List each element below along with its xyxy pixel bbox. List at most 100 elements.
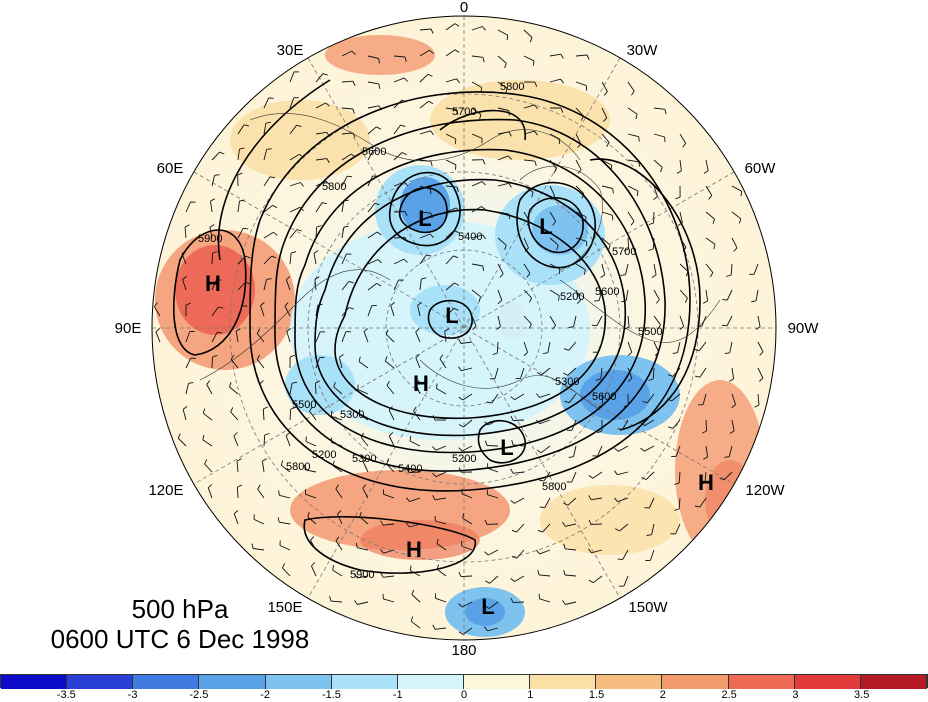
wind-barb-flag (511, 439, 514, 446)
wind-barb (471, 133, 483, 139)
wind-barb (675, 445, 681, 457)
wind-barb (210, 201, 213, 213)
wind-barb-flag (362, 484, 367, 489)
wind-barb-flag (485, 580, 490, 584)
wind-barbs (153, 23, 764, 635)
wind-barb-flag (415, 354, 420, 359)
low-center-south-pacific: L (481, 594, 494, 619)
contour-label: 5500 (638, 326, 662, 338)
wind-barb (256, 333, 265, 343)
wind-barb (233, 435, 239, 447)
wind-barb-flag (486, 401, 492, 404)
wind-barb (487, 467, 499, 473)
wind-barb (211, 332, 218, 343)
wind-barb (289, 408, 292, 421)
wind-barb (383, 598, 395, 603)
colorbar-swatch (67, 675, 134, 689)
wind-barb-flag (484, 440, 488, 446)
wind-barb (543, 471, 551, 482)
wind-barb (575, 211, 587, 218)
colorbar-tick-label: -2.5 (189, 689, 209, 701)
wind-barb-flag (627, 351, 633, 356)
wind-barb-flag (472, 325, 477, 330)
wind-barb (461, 493, 473, 499)
wind-barb (419, 185, 431, 190)
wind-barb (445, 255, 454, 265)
wind-barb (726, 289, 733, 301)
contour-label: 5500 (292, 399, 316, 411)
colorbar-swatch (662, 675, 729, 689)
wind-barb-flag (286, 328, 291, 332)
wind-barb-flag (415, 380, 420, 385)
wind-barb-flag (202, 434, 205, 440)
wind-barb-flag (329, 596, 332, 602)
colorbar-swatch (596, 675, 663, 689)
wind-barb-flag (684, 297, 688, 303)
wind-barb (209, 227, 213, 239)
lon-label-90w: 90W (788, 320, 820, 337)
wind-barb-flag (207, 484, 213, 489)
wind-barb (263, 176, 271, 187)
wind-barb (497, 263, 504, 274)
wind-barb (289, 124, 297, 135)
wind-barb-flag (185, 302, 191, 306)
wind-barb (704, 471, 707, 483)
wind-barb-flag (534, 81, 538, 87)
wind-barb (419, 254, 427, 265)
wind-barb (653, 159, 663, 168)
wind-barb-flag (646, 534, 652, 536)
wind-barb (419, 28, 432, 31)
wind-barb-flag (719, 477, 725, 481)
wind-barb-flag (484, 605, 490, 609)
wind-barb (410, 570, 421, 577)
low-center-greenland: L (539, 214, 552, 239)
wind-barb-flag (363, 328, 368, 333)
wind-barb-flag (290, 407, 296, 410)
wind-barb-flag (259, 380, 264, 385)
wind-barb-flag (536, 419, 541, 424)
wind-barb (471, 315, 477, 327)
wind-barb (393, 152, 403, 161)
wind-barb-flag (482, 234, 486, 240)
wind-barb (497, 29, 508, 36)
wind-barb-flag (577, 169, 582, 174)
wind-barb (409, 440, 421, 447)
wind-barb (236, 460, 239, 473)
wind-barb-flag (262, 458, 267, 462)
wind-barb (263, 231, 274, 239)
colorbar-tick-label: 1.5 (588, 689, 605, 701)
wind-barb (460, 575, 473, 578)
wind-barb (257, 488, 265, 499)
wind-barb (289, 71, 295, 83)
high-center-west-pacific: H (698, 470, 714, 495)
wind-barb-flag (536, 393, 540, 398)
wind-barb (314, 279, 317, 291)
wind-barb (648, 497, 655, 509)
wind-barb (571, 419, 577, 431)
wind-barb-flag (536, 372, 542, 376)
wind-barb-flag (277, 517, 280, 523)
wind-barb (279, 494, 291, 499)
wind-barb (341, 80, 354, 83)
wind-barb (461, 545, 473, 551)
wind-barb-flag (410, 616, 414, 622)
wind-barb (539, 393, 551, 398)
wind-barb-flag (510, 468, 514, 474)
wind-barb (357, 575, 369, 579)
wind-barb-flag (339, 354, 344, 358)
wind-barb (313, 253, 317, 265)
wind-barb (575, 54, 588, 57)
high-center-pacific: H (406, 537, 422, 562)
wind-barb (573, 315, 577, 327)
wind-barb-flag (614, 528, 620, 532)
wind-barb-flag (568, 326, 574, 328)
wind-barb-flag (602, 117, 608, 122)
wind-barb (644, 419, 655, 426)
wind-barb (286, 331, 291, 343)
wind-barb-flag (411, 589, 415, 595)
wind-barb (757, 367, 764, 379)
wind-barb (211, 151, 221, 161)
wind-barb (591, 549, 603, 554)
wind-barb-flag (482, 265, 485, 272)
wind-barb (601, 133, 610, 143)
